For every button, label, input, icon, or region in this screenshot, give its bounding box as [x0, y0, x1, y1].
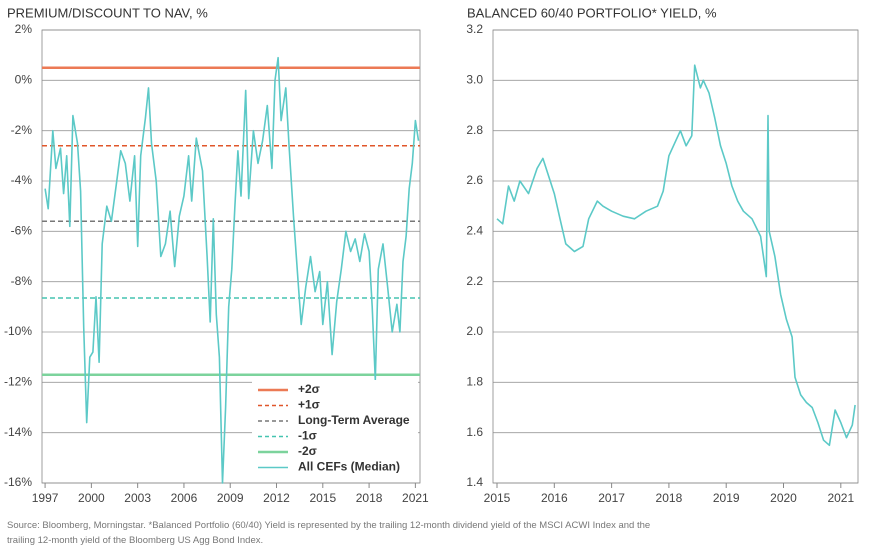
x-tick-label: 1997 — [32, 491, 59, 505]
x-tick-label: 2015 — [309, 491, 336, 505]
plot-frame — [41, 29, 421, 484]
y-tick-label: 2.8 — [466, 123, 483, 137]
x-tick-label: 2006 — [171, 491, 198, 505]
x-tick-label: 2016 — [541, 491, 568, 505]
chart-title: BALANCED 60/40 PORTFOLIO* YIELD, % — [467, 5, 717, 20]
legend-label: +2σ — [298, 382, 320, 396]
x-tick-label: 2019 — [713, 491, 740, 505]
legend-box — [252, 380, 418, 479]
y-tick-label: 2.6 — [466, 173, 483, 187]
legend-label: Long-Term Average — [298, 413, 410, 427]
x-tick-label: 2015 — [484, 491, 511, 505]
y-tick-label: 2.0 — [466, 324, 483, 338]
x-tick-label: 2021 — [827, 491, 854, 505]
y-tick-label: -12% — [4, 375, 32, 389]
y-tick-label: 2% — [15, 22, 33, 36]
y-tick-label: 3.0 — [466, 73, 483, 87]
x-tick-label: 2018 — [356, 491, 383, 505]
y-tick-label: 0% — [15, 73, 33, 87]
y-tick-label: 1.4 — [466, 475, 483, 489]
x-tick-label: 2009 — [217, 491, 244, 505]
series-line — [496, 64, 856, 447]
legend-label: -1σ — [298, 429, 317, 443]
y-tick-label: -2% — [11, 123, 33, 137]
y-tick-label: -14% — [4, 425, 32, 439]
series-line — [44, 56, 420, 484]
y-tick-label: -4% — [11, 173, 33, 187]
y-tick-label: 1.8 — [466, 375, 483, 389]
x-tick-label: 2003 — [124, 491, 151, 505]
legend-label: -2σ — [298, 444, 317, 458]
x-tick-label: 2020 — [770, 491, 797, 505]
y-tick-label: 3.2 — [466, 22, 483, 36]
y-tick-label: -10% — [4, 324, 32, 338]
x-tick-label: 2018 — [656, 491, 683, 505]
legend-label: All CEFs (Median) — [298, 460, 400, 474]
plot-frame — [492, 29, 859, 484]
y-tick-label: 2.2 — [466, 274, 483, 288]
y-tick-label: -8% — [11, 274, 33, 288]
y-tick-label: -16% — [4, 475, 32, 489]
y-tick-label: -6% — [11, 224, 33, 238]
y-tick-label: 1.6 — [466, 425, 483, 439]
y-tick-label: 2.4 — [466, 224, 483, 238]
chart: PREMIUM/DISCOUNT TO NAV, % 2% 0% -2% -4% -6% -… — [4, 5, 859, 505]
x-tick-label: 2000 — [78, 491, 105, 505]
x-tick-label: 2021 — [402, 491, 429, 505]
x-tick-label: 2017 — [598, 491, 625, 505]
legend-label: +1σ — [298, 398, 320, 412]
source-note: Source: Bloomberg, Morningstar. *Balance… — [7, 520, 651, 546]
x-tick-label: 2012 — [263, 491, 290, 505]
chart-title: PREMIUM/DISCOUNT TO NAV, % — [7, 5, 208, 20]
